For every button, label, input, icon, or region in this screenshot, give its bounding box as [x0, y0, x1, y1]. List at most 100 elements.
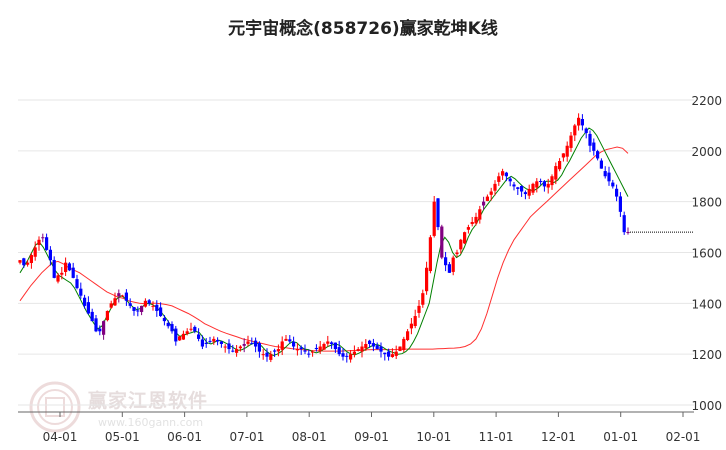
candle-body [284, 338, 288, 341]
candle-body [166, 322, 170, 327]
candle-body [26, 262, 30, 265]
candle-body [280, 341, 284, 350]
candle-body [341, 353, 345, 357]
chart-title: 元宇宙概念(858726)赢家乾坤K线 [228, 19, 498, 39]
candle-body [314, 347, 318, 350]
candle-body [387, 351, 391, 357]
candle-body [364, 344, 368, 349]
candle-body [333, 342, 337, 350]
candle-body [425, 267, 429, 292]
candle-body [181, 333, 185, 340]
candle-body [337, 347, 341, 355]
candle-body [520, 185, 524, 192]
candle-body [398, 346, 402, 351]
candle-body [607, 172, 611, 182]
candle-body [466, 227, 470, 230]
candle-body [223, 346, 227, 348]
candle-body [523, 192, 527, 195]
x-axis: 04-01 05-01 06-01 07-01 08-01 09-01 10-01 11-01… [18, 411, 701, 444]
candles [18, 113, 630, 363]
candle-body [143, 300, 147, 307]
candle-body [48, 249, 52, 261]
x-tick-label: 07-01 [229, 430, 264, 444]
y-tick-label: 1400 [691, 297, 722, 311]
candle-body [147, 300, 151, 304]
candle-body [75, 279, 79, 289]
x-tick-label: 11-01 [479, 430, 514, 444]
moving-average-lines [19, 127, 694, 356]
candle-body [459, 239, 463, 250]
candle-body [409, 323, 413, 329]
candle-body [546, 183, 550, 188]
candle-body [18, 260, 22, 263]
candle-body [22, 258, 26, 266]
y-tick-label: 1000 [691, 399, 722, 413]
candle-body [603, 171, 607, 177]
candle-body [124, 292, 128, 301]
candle-body [56, 275, 60, 282]
candle-body [41, 237, 45, 239]
x-tick-label: 02-01 [666, 430, 701, 444]
candle-body [212, 338, 216, 342]
candle-body [67, 263, 71, 271]
candle-body [204, 342, 208, 344]
candle-body [105, 310, 109, 321]
candle-body [162, 317, 166, 322]
candle-body [463, 232, 467, 244]
candle-body [622, 215, 626, 233]
candle-body [102, 321, 106, 335]
candle-body [455, 252, 459, 255]
candle-body [599, 160, 603, 169]
candle-body [485, 196, 489, 201]
y-tick-label: 1800 [691, 196, 722, 210]
candle-body [508, 178, 512, 182]
candle-body [417, 305, 421, 313]
candle-body [375, 345, 379, 350]
candle-body [136, 310, 140, 312]
candle-body [235, 349, 239, 353]
candle-body [219, 341, 223, 344]
candle-body [200, 339, 204, 347]
x-tick-label: 04-01 [43, 430, 78, 444]
candle-body [246, 341, 250, 344]
candle-body [254, 340, 258, 347]
x-tick-label: 05-01 [105, 430, 140, 444]
y-tick-label: 2000 [691, 145, 722, 159]
x-tick-label: 12-01 [541, 430, 576, 444]
candle-body [542, 181, 546, 187]
candle-body [383, 352, 387, 355]
candle-body [504, 172, 508, 177]
x-tick-label: 09-01 [354, 430, 389, 444]
candle-body [257, 343, 261, 352]
candle-body [170, 324, 174, 332]
candle-body [550, 176, 554, 186]
candle-body [618, 196, 622, 212]
candle-body [189, 328, 193, 330]
candle-body [208, 340, 212, 342]
candle-body [216, 340, 220, 342]
candle-body [440, 226, 444, 258]
candle-body [273, 350, 277, 352]
y-tick-label: 1200 [691, 348, 722, 362]
candle-body [265, 352, 269, 357]
candle-body [227, 343, 231, 350]
x-tick-label: 01-01 [603, 430, 638, 444]
candle-body [185, 331, 189, 334]
candle-body [330, 342, 334, 344]
candle-body [371, 343, 375, 347]
candle-body [238, 346, 242, 349]
candle-body [626, 232, 630, 234]
candle-body [569, 135, 573, 148]
candle-body [539, 180, 543, 182]
candle-body [295, 349, 299, 351]
candle-body [94, 318, 98, 332]
candle-body [413, 316, 417, 327]
candle-body [117, 293, 121, 297]
candle-body [113, 298, 117, 306]
candle-body [394, 351, 398, 356]
candle-body [615, 188, 619, 197]
candle-body [402, 338, 406, 351]
candle-body [501, 171, 505, 176]
candle-body [197, 334, 201, 339]
